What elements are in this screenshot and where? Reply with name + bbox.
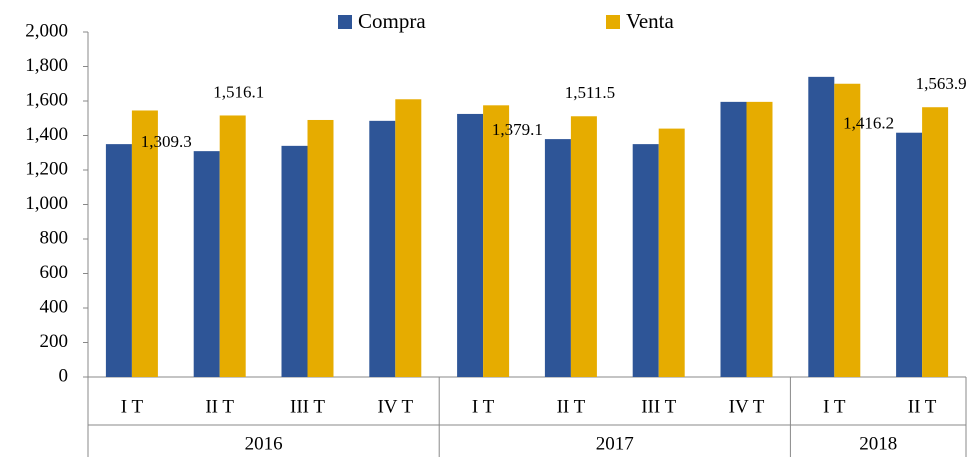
- value-label: 1,516.1: [213, 82, 264, 101]
- y-tick-label: 200: [40, 331, 69, 352]
- bar: [369, 120, 396, 378]
- legend-label: Venta: [626, 9, 674, 33]
- bar: [281, 145, 308, 377]
- x-tick-label: II T: [557, 396, 586, 417]
- x-tick-label: I T: [472, 396, 495, 417]
- bar: [457, 113, 484, 377]
- bar: [131, 110, 158, 378]
- x-tick-label: IV T: [729, 396, 765, 417]
- legend-label: Compra: [358, 9, 426, 33]
- bar: [395, 99, 422, 378]
- bar: [658, 128, 685, 377]
- bar: [834, 83, 861, 377]
- bar: [219, 115, 246, 377]
- value-label: 1,416.2: [843, 114, 894, 133]
- y-tick-label: 1,000: [25, 193, 68, 214]
- group-label: 2018: [859, 433, 897, 454]
- x-tick-label: II T: [205, 396, 234, 417]
- x-tick-label: I T: [823, 396, 846, 417]
- x-tick-label: I T: [121, 396, 144, 417]
- bar: [105, 144, 132, 377]
- y-tick-label: 400: [40, 296, 69, 317]
- y-tick-label: 1,800: [25, 55, 68, 76]
- bar: [720, 101, 747, 378]
- x-tick-label: III T: [290, 396, 325, 417]
- y-tick-label: 0: [59, 365, 69, 386]
- bar: [193, 151, 220, 377]
- y-tick-label: 2,000: [25, 20, 68, 41]
- group-label: 2017: [596, 433, 634, 454]
- bar: [896, 132, 923, 377]
- bar: [808, 76, 835, 377]
- bar: [307, 119, 334, 377]
- x-tick-label: IV T: [377, 396, 413, 417]
- value-label: 1,511.5: [565, 83, 615, 102]
- value-label: 1,379.1: [492, 120, 543, 139]
- value-label: 1,309.3: [141, 132, 192, 151]
- x-tick-label: II T: [908, 396, 937, 417]
- bar: [746, 101, 773, 378]
- bar: [632, 144, 659, 377]
- y-tick-label: 800: [40, 227, 69, 248]
- y-tick-label: 1,200: [25, 158, 68, 179]
- legend-swatch: [606, 15, 620, 29]
- y-tick-label: 1,600: [25, 89, 68, 110]
- bar: [544, 139, 571, 377]
- legend-swatch: [338, 15, 352, 29]
- y-tick-label: 1,400: [25, 124, 68, 145]
- group-label: 2016: [245, 433, 283, 454]
- bar: [570, 116, 597, 378]
- y-tick-label: 600: [40, 262, 69, 283]
- bar: [922, 107, 949, 378]
- bar: [483, 105, 510, 377]
- x-tick-label: III T: [641, 396, 676, 417]
- value-label: 1,563.9: [916, 74, 967, 93]
